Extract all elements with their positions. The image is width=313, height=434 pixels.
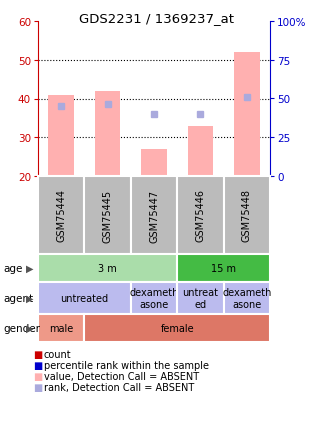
Text: dexameth
asone: dexameth asone bbox=[129, 288, 179, 309]
Text: count: count bbox=[44, 349, 72, 359]
Text: untreated: untreated bbox=[60, 293, 109, 303]
Text: GDS2231 / 1369237_at: GDS2231 / 1369237_at bbox=[79, 12, 234, 25]
Bar bbox=[141, 150, 167, 177]
Text: male: male bbox=[49, 323, 73, 333]
Text: GSM75444: GSM75444 bbox=[56, 189, 66, 242]
Text: ■: ■ bbox=[33, 382, 43, 392]
Bar bbox=[234, 53, 259, 177]
Bar bbox=[49, 95, 74, 177]
Text: age: age bbox=[3, 263, 22, 273]
Text: GSM75448: GSM75448 bbox=[242, 189, 252, 242]
Text: 15 m: 15 m bbox=[211, 263, 236, 273]
Text: ▶: ▶ bbox=[26, 263, 34, 273]
Text: percentile rank within the sample: percentile rank within the sample bbox=[44, 360, 209, 370]
Text: ■: ■ bbox=[33, 360, 43, 370]
Text: ■: ■ bbox=[33, 349, 43, 359]
Text: ▶: ▶ bbox=[26, 323, 34, 333]
Text: untreat
ed: untreat ed bbox=[182, 288, 218, 309]
Text: agent: agent bbox=[3, 293, 33, 303]
Text: female: female bbox=[160, 323, 194, 333]
Text: ■: ■ bbox=[33, 371, 43, 381]
Text: GSM75447: GSM75447 bbox=[149, 189, 159, 242]
Text: ▶: ▶ bbox=[26, 293, 34, 303]
Text: GSM75446: GSM75446 bbox=[195, 189, 205, 242]
Text: GSM75445: GSM75445 bbox=[103, 189, 113, 242]
Text: 3 m: 3 m bbox=[98, 263, 117, 273]
Bar bbox=[95, 92, 121, 177]
Text: value, Detection Call = ABSENT: value, Detection Call = ABSENT bbox=[44, 371, 199, 381]
Bar bbox=[187, 126, 213, 177]
Text: rank, Detection Call = ABSENT: rank, Detection Call = ABSENT bbox=[44, 382, 194, 392]
Text: gender: gender bbox=[3, 323, 40, 333]
Text: dexameth
asone: dexameth asone bbox=[222, 288, 271, 309]
